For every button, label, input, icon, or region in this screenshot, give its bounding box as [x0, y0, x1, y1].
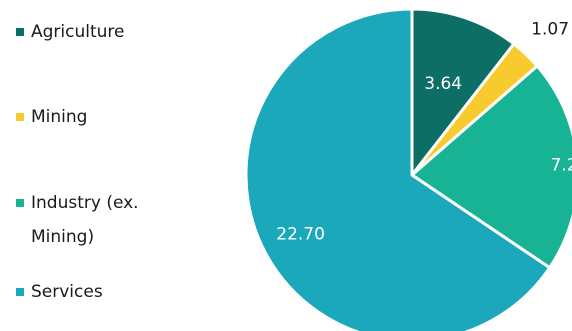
- data-label-industry-ex-mining: 7.21: [550, 155, 572, 175]
- legend-swatch-agriculture: [16, 28, 24, 36]
- legend: Agriculture Mining Industry (ex. Mining) Ser…: [16, 22, 139, 302]
- legend-swatch-mining: [16, 113, 24, 121]
- pie-slice-services: [244, 7, 552, 331]
- pie-slice-industry-ex-mining: [410, 64, 572, 270]
- legend-label-agriculture: Agriculture: [31, 22, 125, 42]
- legend-label-mining: Mining: [31, 107, 87, 127]
- legend-label-industry-ex-mining-line-2: Mining): [31, 227, 94, 247]
- legend-label-industry-ex-mining-line-1: Industry (ex.: [31, 193, 139, 213]
- legend-swatch-industry-ex-mining: [16, 199, 24, 207]
- slice-labels: 3.64 1.07 7.21 22.70: [276, 20, 572, 245]
- pie-slice-agriculture: [410, 7, 516, 177]
- pie-slices: [244, 7, 572, 331]
- data-label-agriculture: 3.64: [424, 74, 462, 94]
- data-label-mining: 1.07: [531, 20, 569, 40]
- data-label-services: 22.70: [276, 224, 325, 244]
- legend-label-services: Services: [31, 282, 103, 302]
- legend-swatch-services: [16, 288, 24, 296]
